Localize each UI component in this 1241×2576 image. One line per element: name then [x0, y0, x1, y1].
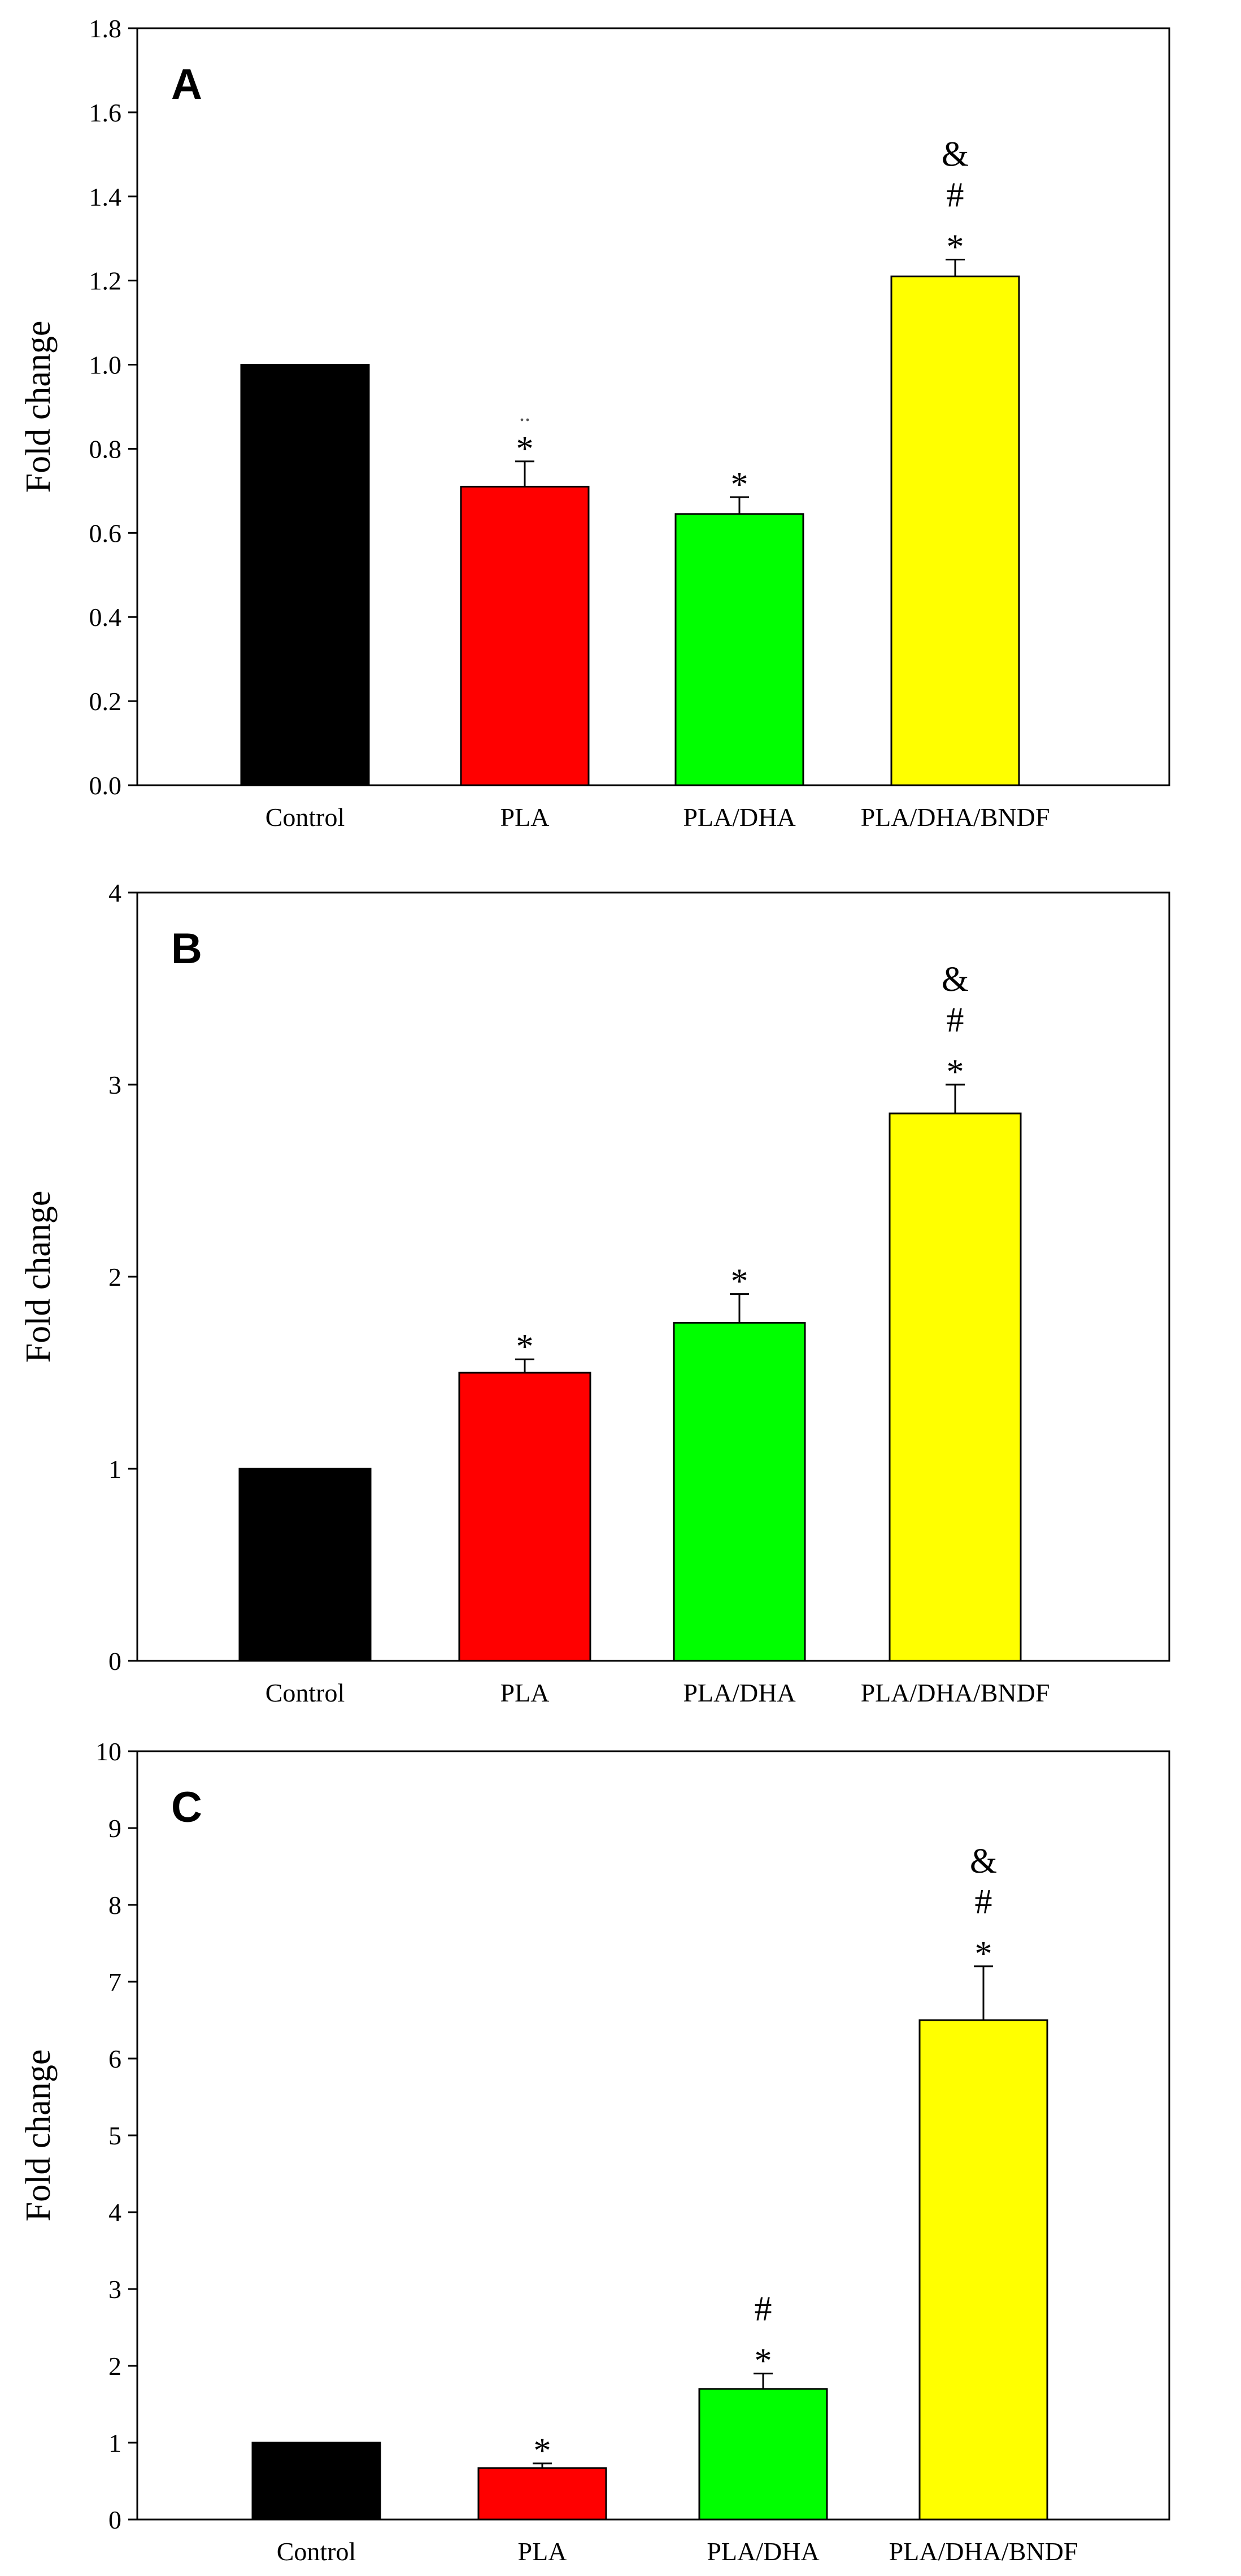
panel-a-y-tick-label: 0.0: [89, 771, 122, 800]
panel-a-y-tick-label: 0.6: [89, 519, 122, 547]
panel-a-y-tick-label: 1.8: [89, 14, 122, 43]
panel-c-significance-mark: *: [534, 2432, 551, 2470]
panel-c-y-tick-label: 10: [95, 1737, 121, 1766]
panel-c-bar-pla: [477, 2467, 607, 2521]
panel-a-category-label: PLA/DHA: [683, 803, 795, 832]
panel-a-y-tick-label: 1.2: [89, 267, 122, 295]
panel-c-significance-mark: #: [755, 2290, 772, 2329]
panel-b-y-tick-label: 2: [108, 1263, 121, 1291]
panel-c-y-tick-label: 2: [108, 2352, 121, 2381]
panel-a-category-label: PLA/DHA/BNDF: [861, 803, 1050, 832]
panel-c-y-tick-label: 6: [108, 2044, 121, 2073]
panel-c-y-tick-label: 7: [108, 1968, 121, 1996]
panel-a-significance-mark: *: [516, 430, 534, 468]
panel-a-bar-pla: [460, 485, 590, 786]
panel-a-category-label: Control: [265, 803, 345, 832]
panel-c-label: C: [171, 1783, 202, 1831]
panel-b-bar-pla-dha: [673, 1322, 806, 1662]
panel-a-significance-mark: *: [731, 465, 748, 504]
panel-b-y-tick-label: 1: [108, 1455, 121, 1483]
panel-a-y-tick-label: 0.2: [89, 687, 122, 716]
panel-b-significance-mark: *: [516, 1328, 534, 1366]
panel-c-y-tick-label: 0: [108, 2505, 121, 2534]
panel-a-y-tick-label: 0.8: [89, 434, 122, 463]
panel-a-significance-mark: *: [947, 228, 964, 266]
panel-c-significance-mark: *: [755, 2342, 772, 2381]
panel-c-category-label: PLA: [518, 2537, 567, 2566]
panel-b-category-label: Control: [265, 1678, 345, 1707]
panel-b-y-tick-label: 0: [108, 1647, 121, 1676]
panel-b-label: B: [171, 925, 202, 973]
panel-c-y-tick-label: 3: [108, 2275, 121, 2304]
panel-b-y-axis-title: Fold change: [19, 1191, 58, 1363]
panel-a-bar-pla-dha: [674, 513, 804, 786]
panel-c-y-tick-label: 1: [108, 2429, 121, 2457]
panel-b-significance-mark: *: [947, 1053, 964, 1091]
panel-b-bar-control: [238, 1468, 372, 1662]
panel-a-bar-pla-dha-bndf: [890, 275, 1020, 786]
panel-c-significance-mark: #: [975, 1883, 992, 1921]
panel-b-y-tick-label: 3: [108, 1071, 121, 1099]
panel-c-y-tick-label: 5: [108, 2121, 121, 2150]
panel-c-bar-control: [251, 2442, 381, 2521]
panel-c-category-label: PLA/DHA/BNDF: [889, 2537, 1078, 2566]
panel-a-y-tick-label: 1.4: [89, 182, 122, 211]
panel-c-significance-mark: &: [970, 1842, 997, 1881]
panel-a: 0.0 0.2 0.4 0.6 0.8 1.0 1.2 1.4 1.6 1.8 Fold chang…: [19, 14, 1170, 832]
panel-b-significance-mark: #: [947, 1001, 964, 1039]
panel-b-y-tick-label: 4: [108, 878, 121, 907]
panel-c-bar-pla-dha-bndf: [918, 2019, 1048, 2521]
panel-b-bar-pla: [458, 1372, 591, 1662]
panel-a-y-tick-label: 1.6: [89, 98, 122, 127]
panel-b-category-label: PLA: [500, 1678, 550, 1707]
panel-a-y-tick-label: 0.4: [89, 603, 122, 632]
panel-b-significance-mark: *: [731, 1263, 748, 1301]
panel-a-plot-frame: [136, 27, 1170, 786]
panel-c-bar-pla-dha: [698, 2388, 828, 2521]
panel-b-bar-pla-dha-bndf: [889, 1112, 1022, 1662]
panel-b: 0 1 2 3 4 Fold change B Control * PLA * PLA/DHA * #& P…: [19, 878, 1170, 1707]
panel-c-category-label: PLA/DHA: [707, 2537, 819, 2566]
panel-c-y-tick-label: 8: [108, 1891, 121, 1920]
panel-b-category-label: PLA/DHA/BNDF: [861, 1678, 1050, 1707]
panel-c-y-tick-label: 9: [108, 1814, 121, 1843]
panel-a-faint-mark: ..: [519, 401, 530, 426]
panel-c-significance-mark: *: [975, 1935, 992, 1973]
panel-a-significance-mark: &: [942, 135, 969, 173]
panel-a-y-axis-title: Fold change: [19, 321, 58, 493]
panel-c-y-axis-title: Fold change: [19, 2050, 58, 2222]
panel-c-category-label: Control: [277, 2537, 356, 2566]
panel-b-category-label: PLA/DHA: [683, 1678, 795, 1707]
panel-b-significance-mark: &: [942, 960, 969, 999]
panel-c-y-tick-label: 4: [108, 2198, 121, 2227]
panel-a-label: A: [171, 60, 202, 108]
panel-a-significance-mark: #: [947, 176, 964, 214]
panel-a-category-label: PLA: [500, 803, 550, 832]
panel-a-bar-control: [240, 364, 370, 786]
panel-a-y-tick-label: 1.0: [89, 351, 122, 380]
panel-c: 0 1 2 3 4 5 6 7 8 9 10 Fold change C Control * PLA * # PLA…: [19, 1737, 1170, 2566]
